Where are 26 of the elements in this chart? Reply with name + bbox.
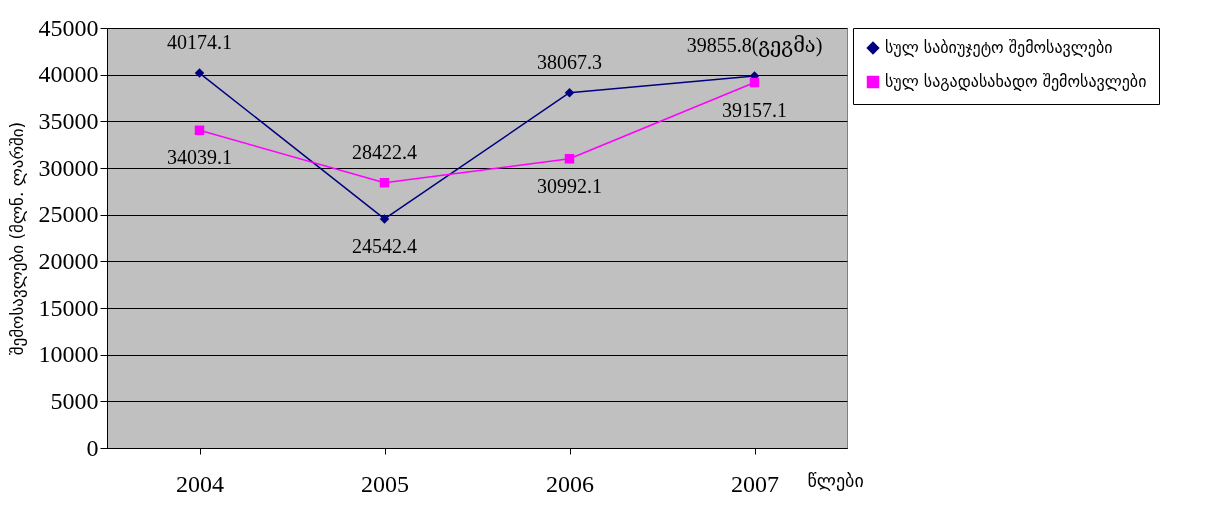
- data-label: 39157.1: [722, 98, 787, 121]
- data-label: 38067.3: [537, 50, 602, 73]
- y-tick-label: 45000: [38, 14, 99, 41]
- data-label: 34039.1: [167, 146, 232, 169]
- legend-label: სულ საბიუჯეტო შემოსავლები: [885, 38, 1113, 57]
- data-label: 30992.1: [537, 174, 602, 197]
- y-tick-label: 0: [86, 434, 99, 461]
- legend-label: სულ საგადასახადო შემოსავლები: [885, 72, 1147, 91]
- y-tick-label: 30000: [38, 154, 99, 181]
- y-tick-label: 15000: [38, 294, 99, 321]
- y-tick-label: 35000: [38, 107, 99, 134]
- x-tick-label: 2004: [176, 470, 224, 497]
- data-label: 24542.4: [352, 234, 417, 257]
- data-label: 40174.1: [167, 31, 232, 54]
- y-tick-label: 20000: [38, 247, 99, 274]
- data-label: 28422.4: [352, 140, 417, 163]
- x-tick-label: 2007: [731, 470, 779, 497]
- y-tick-label: 40000: [38, 61, 99, 88]
- data-label: 39855.8(გეგმა): [686, 34, 823, 58]
- y-tick-label: 5000: [50, 387, 99, 414]
- x-tick-label: 2006: [546, 470, 594, 497]
- y-tick-label: 25000: [38, 201, 99, 228]
- y-tick-label: 10000: [38, 341, 99, 368]
- x-axis-title: წლები: [807, 469, 864, 491]
- x-tick-label: 2005: [361, 470, 409, 497]
- y-axis-title: შემოსავლები (მლნ. ლარში): [6, 121, 27, 356]
